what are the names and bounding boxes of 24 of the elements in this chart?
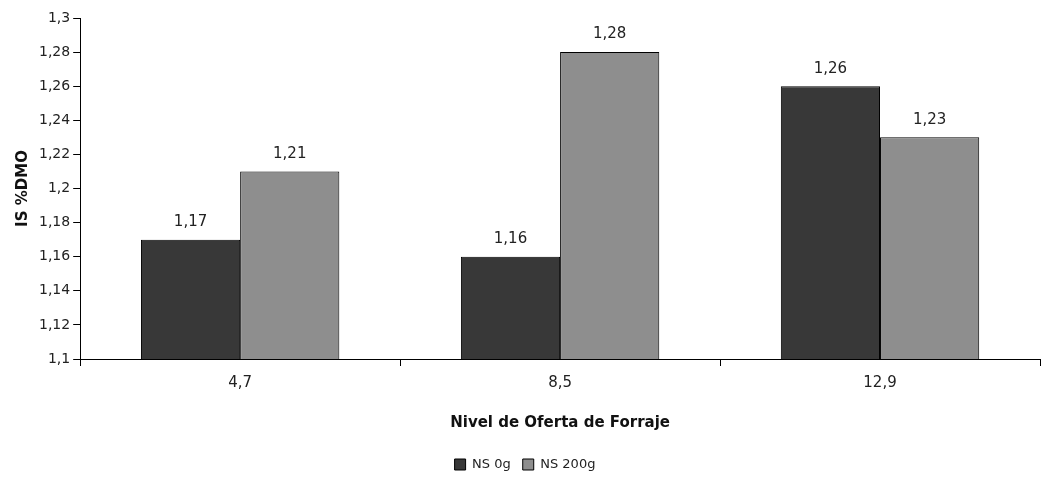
legend-label: NS 0g bbox=[472, 455, 511, 471]
y-tick-label: 1,28 bbox=[39, 42, 71, 59]
y-tick-label: 1,3 bbox=[47, 8, 71, 25]
y-axis-title: IS %DMO bbox=[12, 150, 31, 227]
data-label: 1,21 bbox=[273, 143, 307, 162]
y-tick-label: 1,16 bbox=[39, 247, 71, 264]
y-tick-label: 1,14 bbox=[39, 281, 71, 298]
x-tick-label: 12,9 bbox=[863, 372, 897, 391]
y-tick-label: 1,18 bbox=[39, 213, 71, 230]
x-tick-label: 4,7 bbox=[228, 372, 253, 391]
data-label: 1,26 bbox=[813, 58, 848, 77]
data-label: 1,16 bbox=[493, 229, 528, 248]
legend-label: NS 200g bbox=[540, 455, 596, 471]
y-tick-label: 1,12 bbox=[39, 315, 71, 332]
data-label: 1,28 bbox=[592, 24, 627, 43]
y-tick-label: 1,2 bbox=[47, 179, 71, 196]
data-label: 1,23 bbox=[912, 109, 947, 128]
x-tick-label: 8,5 bbox=[548, 372, 573, 391]
y-tick-label: 1,24 bbox=[39, 110, 71, 127]
y-tick-label: 1,1 bbox=[47, 349, 71, 366]
x-axis-title: Nivel de Oferta de Forraje bbox=[450, 412, 670, 431]
y-tick-label: 1,26 bbox=[39, 76, 71, 93]
data-label: 1,17 bbox=[173, 212, 208, 231]
y-tick-label: 1,22 bbox=[39, 145, 71, 162]
